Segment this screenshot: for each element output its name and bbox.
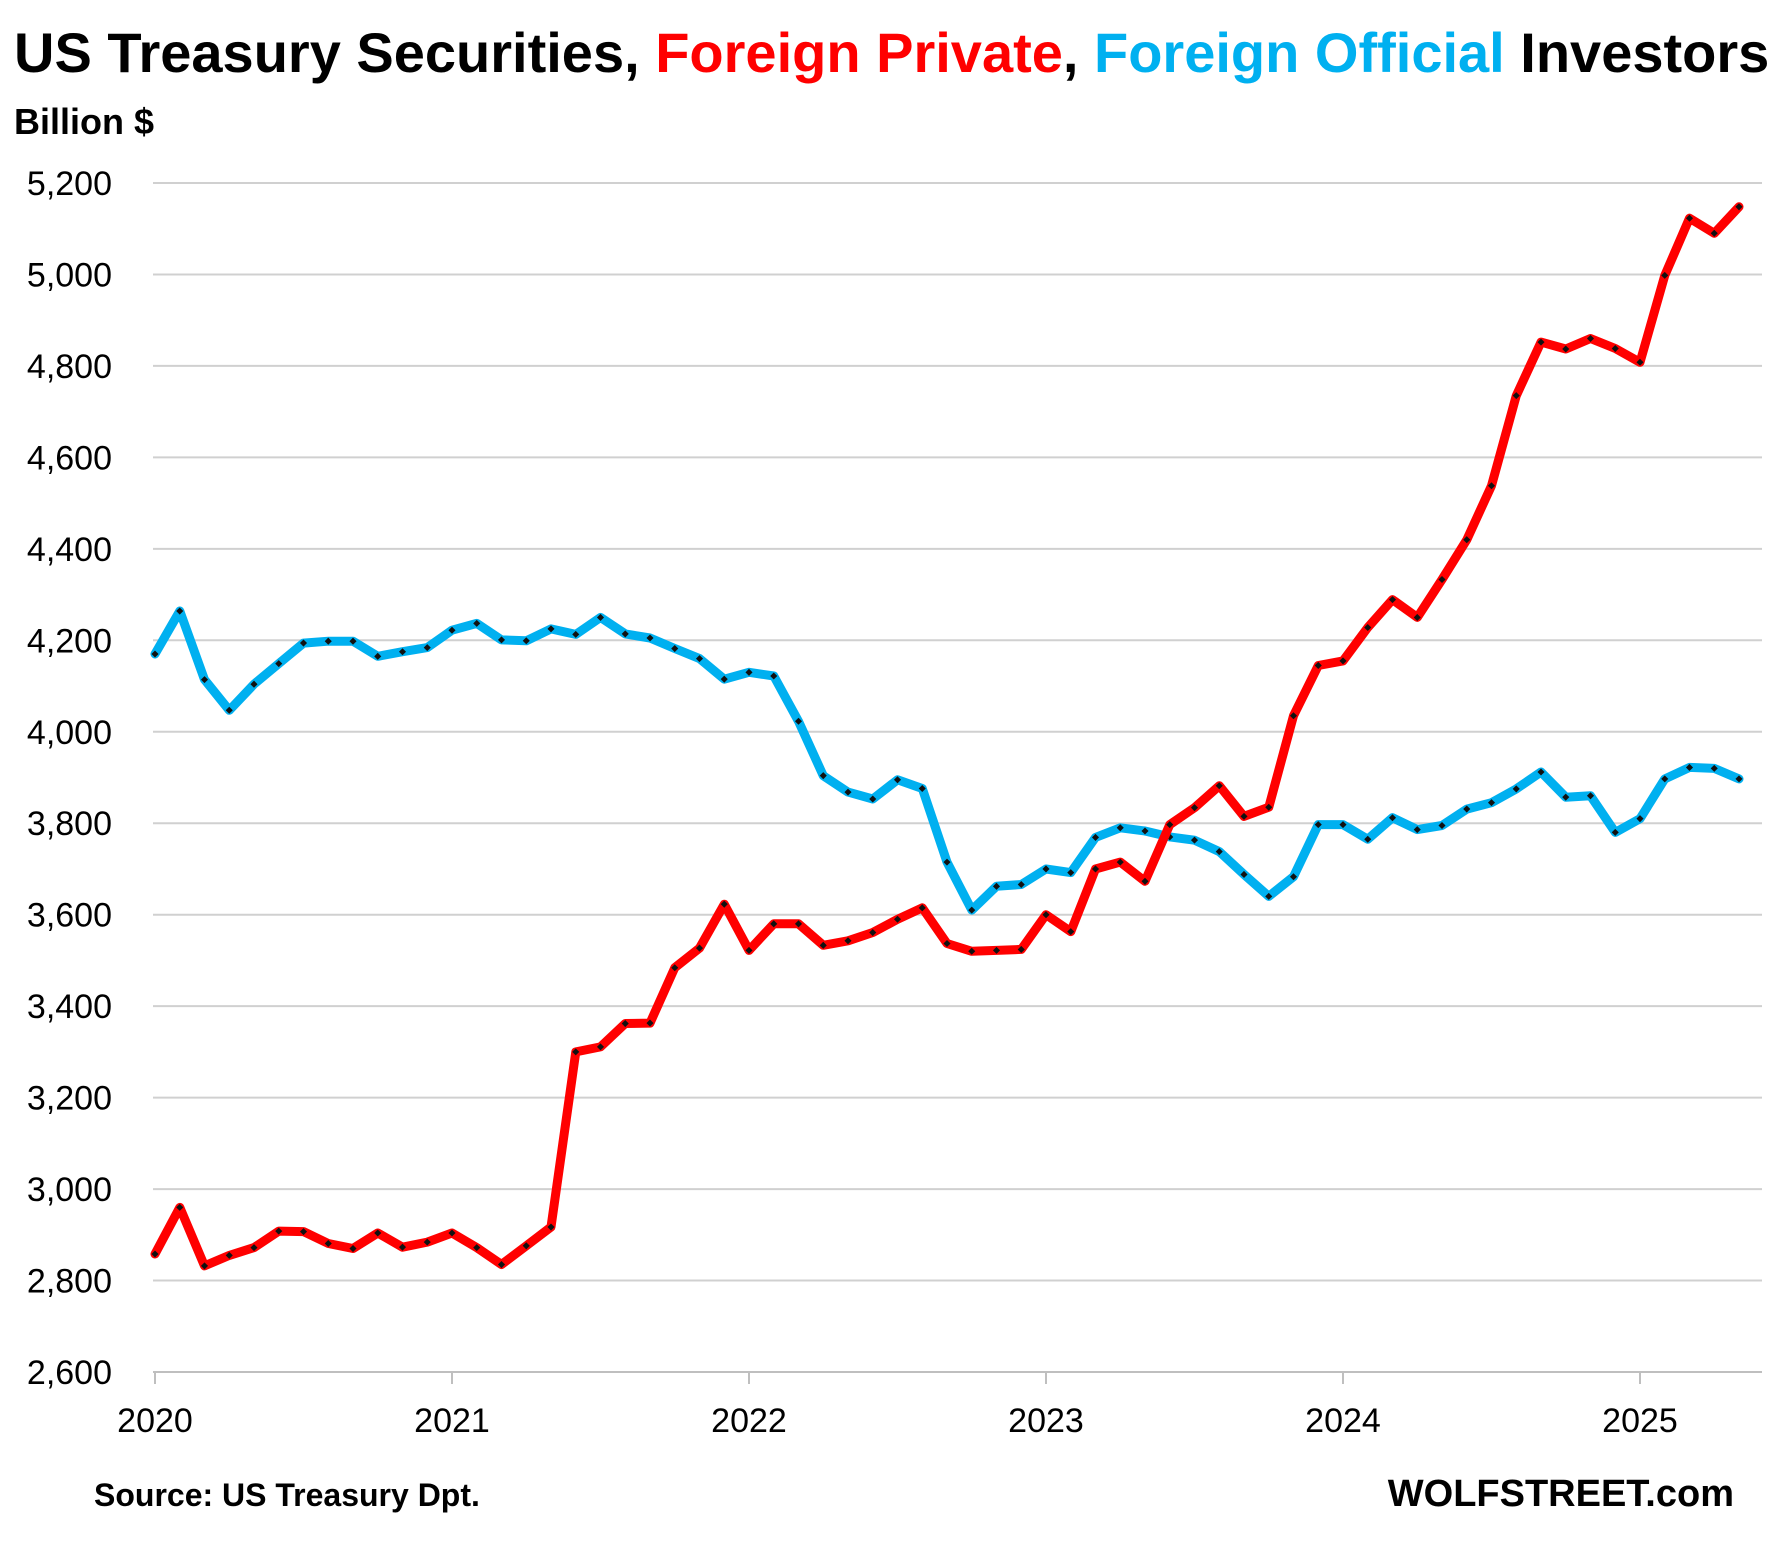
data-point-foreign-private: [794, 920, 803, 928]
data-point-foreign-official: [745, 668, 753, 676]
x-tick-label: 2024: [1305, 1402, 1381, 1440]
data-point-foreign-official: [943, 858, 951, 866]
data-point-foreign-official: [200, 676, 209, 684]
x-tick-label: 2020: [117, 1402, 193, 1440]
data-point-foreign-official: [596, 613, 605, 621]
data-point-foreign-official: [398, 648, 407, 656]
y-tick-label: 4,200: [27, 622, 112, 660]
data-point-foreign-official: [374, 652, 382, 660]
brand-label: WOLFSTREET.com: [1388, 1473, 1734, 1515]
y-tick-label: 3,400: [27, 988, 112, 1026]
data-point-foreign-official: [720, 675, 728, 683]
data-point-foreign-private: [770, 920, 778, 928]
chart-title: US Treasury Securities, Foreign Private,…: [14, 21, 1769, 84]
data-point-foreign-official: [423, 644, 431, 652]
data-point-foreign-official: [324, 637, 332, 645]
title-part-3: Foreign Official: [1094, 21, 1505, 84]
data-point-foreign-official: [275, 660, 283, 668]
y-tick-label: 4,400: [27, 531, 112, 569]
data-point-foreign-official: [819, 772, 827, 780]
y-tick-label: 2,800: [27, 1263, 112, 1301]
y-tick-label: 2,600: [27, 1354, 112, 1392]
y-tick-label: 4,600: [27, 439, 112, 477]
data-point-foreign-official: [770, 672, 778, 680]
data-point-foreign-official: [299, 639, 308, 647]
data-point-foreign-official: [794, 717, 803, 725]
x-tick-label: 2025: [1602, 1402, 1678, 1440]
data-point-foreign-official: [349, 637, 357, 645]
title-part-4: Investors: [1505, 21, 1770, 84]
data-point-foreign-official: [695, 655, 704, 663]
x-tick-label: 2023: [1008, 1402, 1084, 1440]
data-point-foreign-private: [1017, 945, 1025, 953]
data-point-foreign-official: [918, 784, 926, 793]
y-axis-label: Billion $: [14, 101, 154, 142]
y-tick-label: 3,800: [27, 805, 112, 843]
y-tick-label: 5,000: [27, 256, 112, 294]
data-point-foreign-official: [844, 788, 852, 796]
data-point-foreign-private: [869, 928, 877, 937]
title-part-1: Foreign Private: [655, 21, 1063, 84]
data-point-foreign-private: [968, 947, 976, 955]
data-point-foreign-official: [225, 706, 233, 714]
data-point-foreign-official: [250, 680, 258, 688]
data-point-foreign-private: [671, 964, 679, 972]
x-tick-label: 2022: [711, 1402, 787, 1440]
gridlines: [153, 182, 1762, 1282]
data-point-foreign-official: [671, 645, 679, 653]
data-point-foreign-official: [547, 625, 555, 633]
y-tick-label: 4,800: [27, 348, 112, 386]
data-point-foreign-private: [745, 946, 753, 954]
data-point-foreign-private: [819, 941, 827, 949]
y-tick-label: 3,600: [27, 897, 112, 935]
data-point-foreign-official: [646, 634, 654, 642]
y-tick-label: 5,200: [27, 165, 112, 203]
data-point-foreign-official: [968, 906, 976, 914]
data-point-foreign-private: [844, 937, 852, 945]
y-tick-label: 4,000: [27, 714, 112, 752]
title-part-0: US Treasury Securities,: [14, 21, 655, 84]
data-point-foreign-official: [1017, 880, 1025, 889]
data-point-foreign-private: [918, 904, 926, 912]
x-tick-label: 2021: [414, 1402, 490, 1440]
source-note: Source: US Treasury Dpt.: [94, 1477, 480, 1513]
data-point-foreign-private: [695, 944, 704, 952]
data-point-foreign-official: [992, 882, 1001, 890]
series-group: [150, 202, 1744, 1271]
data-point-foreign-official: [522, 637, 530, 645]
data-point-foreign-official: [151, 650, 159, 658]
data-point-foreign-private: [893, 915, 902, 923]
data-point-foreign-official: [176, 607, 184, 615]
data-point-foreign-official: [448, 626, 456, 634]
data-point-foreign-private: [720, 900, 728, 908]
data-point-foreign-official: [473, 619, 481, 627]
data-point-foreign-private: [621, 1019, 629, 1028]
data-point-foreign-private: [992, 946, 1001, 954]
y-tick-label: 3,200: [27, 1080, 112, 1118]
data-point-foreign-official: [572, 630, 580, 638]
data-point-foreign-official: [893, 776, 902, 784]
y-tick-label: 3,000: [27, 1171, 112, 1209]
data-point-foreign-official: [621, 630, 629, 638]
axes: 2,600 2,800 3,000 3,200 3,400 3,600 3,800 4,000…: [27, 165, 1762, 1440]
title-part-2: ,: [1063, 21, 1094, 84]
data-point-foreign-private: [943, 939, 951, 948]
data-point-foreign-official: [869, 795, 877, 803]
data-point-foreign-official: [497, 636, 506, 644]
